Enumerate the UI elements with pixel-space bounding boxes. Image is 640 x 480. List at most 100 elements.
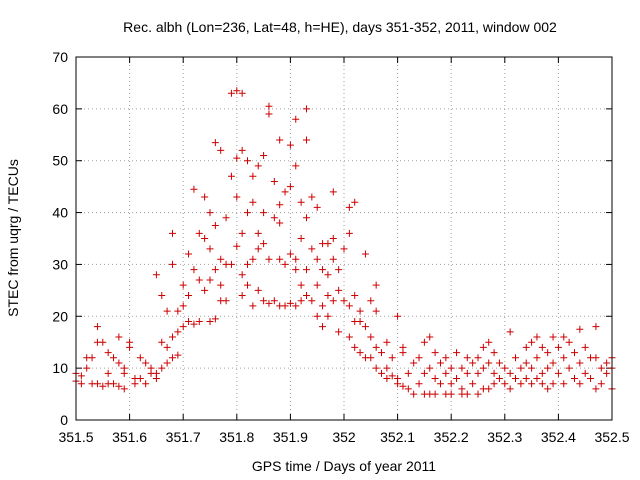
data-point [560,354,568,362]
data-point [313,255,321,263]
data-point [286,141,294,149]
data-point [233,193,241,201]
tick-layer: 351.5 351.6 351.7 351.8 351.9 352 352.1 352.2 35… [52,49,629,445]
data-point [244,260,252,268]
data-point [238,229,246,237]
data-point [335,266,343,274]
data-point [249,172,257,180]
data-point [597,380,605,388]
data-point [302,105,310,113]
data-point [463,369,471,377]
data-point [597,364,605,372]
data-point [222,214,230,222]
data-point [297,235,305,242]
data-point [554,343,562,351]
data-point [383,338,391,346]
data-point [286,299,294,307]
data-point [158,364,166,372]
data-point [217,146,225,154]
data-point [308,193,316,201]
data-point [77,372,85,380]
x-tick-label: 351.9 [273,429,308,445]
data-point [324,240,332,248]
data-point [469,359,477,367]
data-point [302,136,310,144]
data-point [463,354,471,362]
data-point [394,380,402,388]
data-point [490,349,498,357]
data-point [431,349,439,357]
data-point [206,276,214,284]
data-point [179,302,187,310]
x-tick-label: 352.1 [380,429,415,445]
data-point [356,317,364,325]
data-point [533,354,541,362]
data-point [281,302,289,310]
data-point [544,364,552,372]
data-point [576,380,584,388]
data-point [351,198,359,206]
data-point [265,299,273,307]
data-point [383,375,391,383]
data-point [335,328,343,336]
data-point [244,281,252,289]
data-point [265,110,273,118]
data-point [388,372,396,380]
data-point [356,349,364,357]
x-tick-label: 351.7 [166,429,201,445]
data-point [367,354,375,362]
data-point [185,317,193,325]
data-point [120,385,128,393]
data-point [238,271,246,279]
data-point [260,209,268,217]
y-tick-label: 70 [52,49,68,65]
data-point [185,250,193,258]
data-point [587,375,595,383]
data-point [324,312,332,320]
data-point [238,89,246,97]
data-point [474,369,482,377]
data-point [415,354,423,362]
data-point [142,380,150,388]
y-tick-label: 50 [52,153,68,169]
data-point [378,349,386,357]
data-point [345,229,353,237]
y-tick-label: 60 [52,101,68,117]
data-point [479,364,487,372]
data-point [254,286,262,294]
data-point [297,297,305,305]
data-point [570,375,578,383]
data-point [565,338,573,346]
data-point [131,380,139,388]
data-point [244,209,252,217]
data-point [276,219,284,227]
data-point [512,354,520,362]
data-point [281,260,289,268]
data-point [308,297,316,305]
chart-title: Rec. albh (Lon=236, Lat=48, h=HE), days … [123,19,557,35]
data-point [292,115,300,123]
data-point [538,380,546,388]
data-point [292,302,300,310]
data-point [495,359,503,367]
data-point [201,286,209,294]
data-point [436,380,444,388]
data-point [201,235,209,242]
data-point [152,375,160,383]
data-point [313,281,321,289]
y-tick-label: 0 [60,412,68,428]
data-point [453,349,461,357]
data-point [99,338,107,346]
data-point [233,242,241,250]
data-point [249,198,257,206]
data-point [415,380,423,388]
data-point [506,369,514,377]
data-point [581,343,589,351]
data-point [115,382,123,390]
data-point [77,380,85,388]
data-point [99,382,107,390]
data-point [88,354,96,362]
data-point [168,333,176,341]
data-point [211,315,219,323]
